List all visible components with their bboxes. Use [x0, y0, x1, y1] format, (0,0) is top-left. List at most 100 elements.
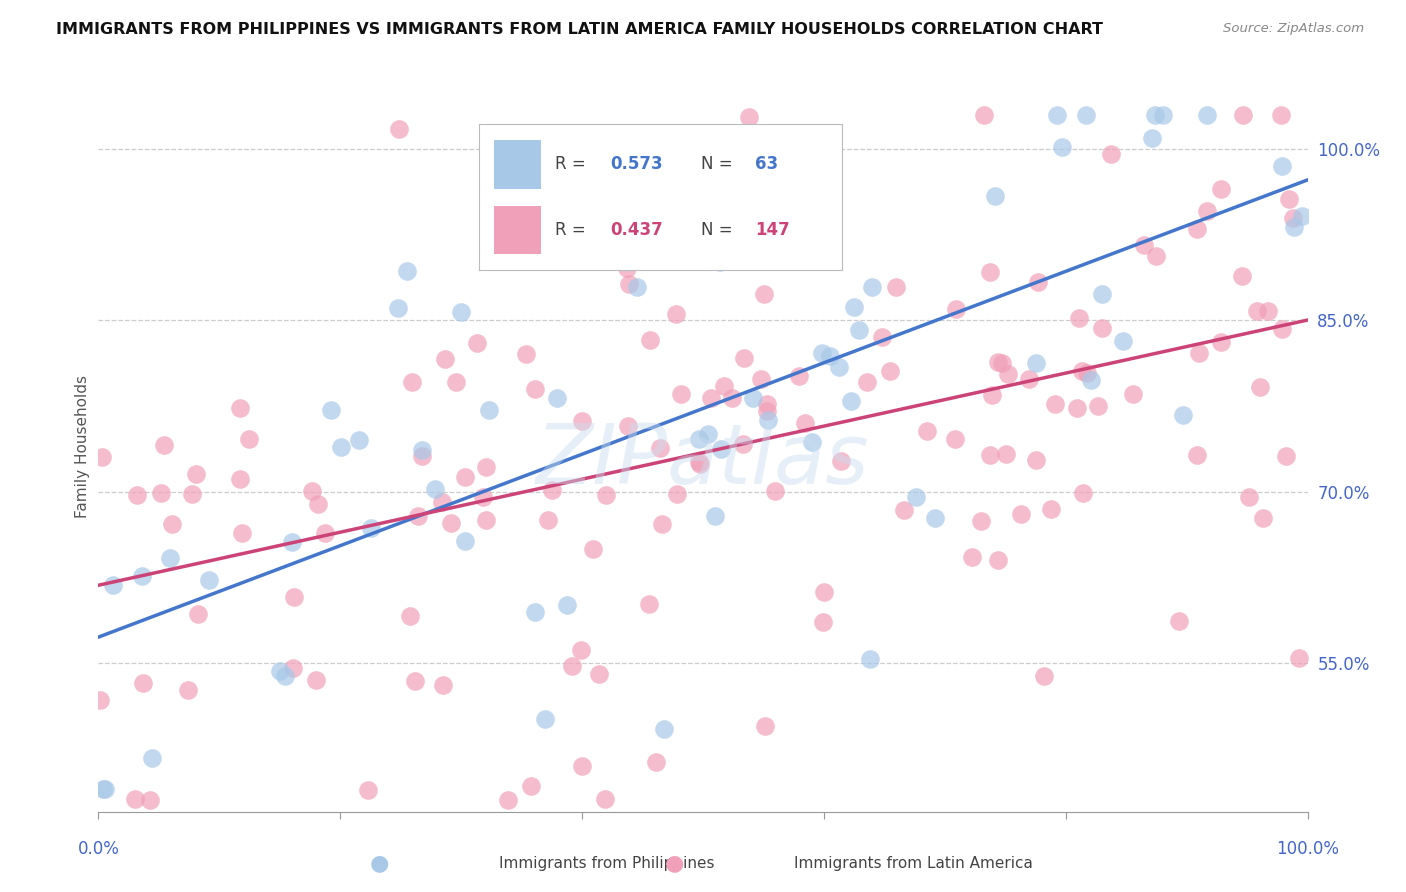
Point [439, 516, 461, 530]
Point [432, 678, 454, 692]
Point [721, 391, 744, 405]
Point [1099, 147, 1122, 161]
Point [160, 516, 183, 531]
Point [319, 403, 342, 417]
Point [1197, 204, 1219, 219]
Point [1091, 287, 1114, 301]
Point [844, 300, 866, 314]
Point [818, 204, 841, 219]
Point [496, 793, 519, 807]
Point [671, 387, 693, 401]
Point [593, 792, 616, 806]
Point [186, 467, 208, 481]
Point [1025, 356, 1047, 370]
Point [689, 457, 711, 471]
Point [269, 664, 291, 678]
Point [1087, 400, 1109, 414]
Point [314, 526, 336, 541]
Point [710, 442, 733, 456]
Point [1173, 408, 1195, 422]
Point [307, 497, 329, 511]
Point [990, 356, 1012, 370]
Point [859, 652, 882, 666]
Point [810, 345, 832, 359]
Point [187, 607, 209, 621]
Point [893, 503, 915, 517]
Point [555, 598, 578, 612]
Point [401, 375, 423, 389]
Point [979, 448, 1001, 462]
Point [755, 397, 778, 411]
Point [995, 447, 1018, 461]
Point [1112, 334, 1135, 348]
Text: 100.0%: 100.0% [1277, 840, 1339, 858]
Point [149, 486, 172, 500]
Point [752, 286, 775, 301]
Point [1270, 107, 1292, 121]
Point [688, 432, 710, 446]
Point [515, 347, 537, 361]
Point [595, 488, 617, 502]
Point [997, 368, 1019, 382]
Point [1140, 130, 1163, 145]
Point [238, 432, 260, 446]
Point [94, 781, 117, 796]
Point [177, 683, 200, 698]
Point [1249, 379, 1271, 393]
Point [879, 364, 901, 378]
Point [159, 551, 181, 566]
Point [281, 661, 304, 675]
Point [787, 369, 810, 384]
Point [569, 643, 592, 657]
Point [561, 659, 583, 673]
Point [644, 755, 666, 769]
Point [411, 442, 433, 457]
Text: Immigrants from Philippines: Immigrants from Philippines [499, 856, 714, 871]
Point [756, 413, 779, 427]
Point [981, 387, 1004, 401]
Point [444, 375, 467, 389]
Point [454, 470, 477, 484]
Point [702, 252, 724, 266]
Text: Source: ZipAtlas.com: Source: ZipAtlas.com [1223, 22, 1364, 36]
Point [541, 214, 564, 228]
Point [688, 455, 710, 469]
Point [741, 391, 763, 405]
Point [973, 107, 995, 121]
Point [979, 265, 1001, 279]
Point [388, 122, 411, 136]
Point [399, 608, 422, 623]
Point [180, 487, 202, 501]
Point [1071, 364, 1094, 378]
Point [274, 669, 297, 683]
Point [423, 482, 446, 496]
Point [754, 718, 776, 732]
Point [301, 484, 323, 499]
Point [763, 484, 786, 499]
Point [650, 441, 672, 455]
Point [848, 323, 870, 337]
Point [811, 615, 834, 630]
Point [1232, 107, 1254, 121]
Point [616, 261, 638, 276]
Point [540, 483, 562, 497]
Point [830, 454, 852, 468]
Point [713, 379, 735, 393]
Point [1010, 507, 1032, 521]
Text: ●: ● [665, 854, 685, 873]
Point [987, 355, 1010, 369]
Point [1288, 650, 1310, 665]
Point [1018, 372, 1040, 386]
Point [229, 401, 252, 416]
Point [1144, 249, 1167, 263]
Point [450, 305, 472, 319]
Point [703, 509, 725, 524]
Point [700, 240, 723, 254]
Point [1237, 491, 1260, 505]
Point [969, 514, 991, 528]
Point [101, 578, 124, 592]
Text: ZIPatlas: ZIPatlas [536, 420, 870, 501]
Point [860, 280, 883, 294]
Point [617, 418, 640, 433]
Point [1026, 275, 1049, 289]
